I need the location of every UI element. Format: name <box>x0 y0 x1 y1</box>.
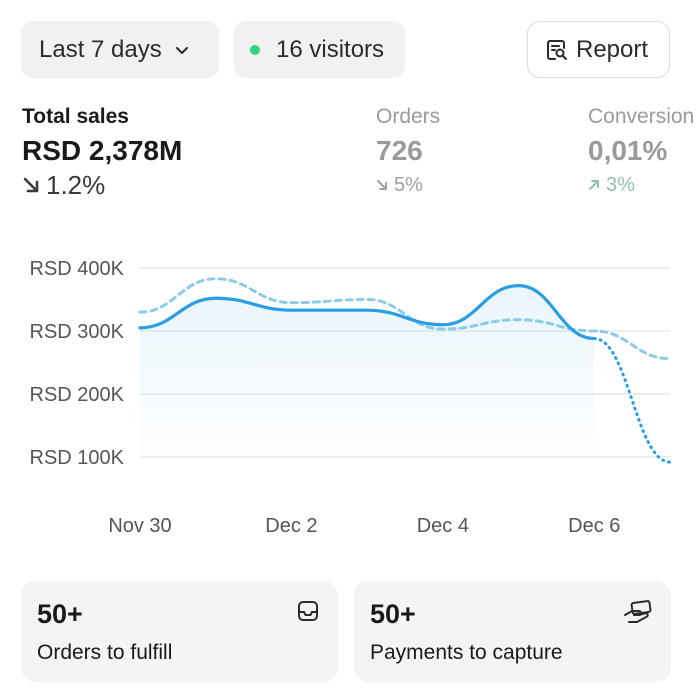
arrow-down-right-icon <box>377 180 387 190</box>
chart-area <box>140 285 595 457</box>
report-label: Report <box>576 35 649 63</box>
total-sales-label: Total sales <box>22 105 129 128</box>
y-tick-label: RSD 200K <box>30 384 125 406</box>
series-line-current <box>138 284 596 341</box>
orders-value: 726 <box>376 135 423 166</box>
date-range-label: Last 7 days <box>39 35 162 63</box>
orders-metric[interactable]: Orders 726 5% <box>376 104 440 201</box>
conversion-delta-value: 3% <box>606 174 635 196</box>
y-axis-ticks: RSD 100K RSD 200K RSD 300K RSD 400K <box>30 258 125 469</box>
payments-to-capture-count: 50+ <box>370 599 416 629</box>
chart-series <box>138 277 672 464</box>
orders-label: Orders <box>376 105 441 128</box>
total-sales-metric[interactable]: Total sales RSD 2,378M 1.2% <box>22 104 182 201</box>
total-sales-delta-value: 1.2% <box>46 170 106 200</box>
arrow-up-right-icon <box>589 180 599 190</box>
report-button[interactable]: Report <box>527 21 670 78</box>
conversion-label: Conversion <box>588 105 695 128</box>
series-area <box>140 285 595 457</box>
arrow-down-right-icon <box>23 177 39 193</box>
x-tick-label: Dec 4 <box>417 515 469 537</box>
date-range-selector[interactable]: Last 7 days <box>21 21 219 78</box>
orders-delta-value: 5% <box>394 174 423 196</box>
y-tick-label: RSD 400K <box>30 258 125 280</box>
chevron-down-icon <box>175 46 188 54</box>
orders-to-fulfill-count: 50+ <box>37 599 83 629</box>
cash-hand-icon <box>624 600 652 623</box>
orders-to-fulfill-label: Orders to fulfill <box>37 641 173 664</box>
series-line-projected <box>592 337 672 464</box>
payments-to-capture-card[interactable]: 50+ Payments to capture <box>354 581 671 682</box>
sales-line-chart: RSD 100K RSD 200K RSD 300K RSD 400K Nov 30 D… <box>30 258 672 537</box>
orders-delta: 5% <box>376 169 440 201</box>
orders-to-fulfill-card[interactable]: 50+ Orders to fulfill <box>21 581 338 682</box>
report-search-icon <box>547 39 567 60</box>
series-line-comparison <box>138 277 672 361</box>
conversion-metric[interactable]: Conversion 0,01% 3% <box>588 104 694 201</box>
total-sales-value: RSD 2,378M <box>22 135 183 166</box>
x-tick-label: Nov 30 <box>108 515 171 537</box>
payments-to-capture-label: Payments to capture <box>370 641 563 664</box>
x-tick-label: Dec 6 <box>568 515 620 537</box>
inbox-icon <box>298 601 318 621</box>
x-axis-ticks: Nov 30 Dec 2 Dec 4 Dec 6 <box>108 515 620 537</box>
x-tick-label: Dec 2 <box>265 515 317 537</box>
live-dot-icon <box>250 44 260 55</box>
conversion-delta: 3% <box>588 169 694 201</box>
live-visitors-button[interactable]: 16 visitors <box>234 21 405 78</box>
conversion-value: 0,01% <box>588 135 668 166</box>
visitors-label: 16 visitors <box>276 35 385 63</box>
y-tick-label: RSD 100K <box>30 447 125 469</box>
total-sales-delta: 1.2% <box>22 169 182 201</box>
y-tick-label: RSD 300K <box>30 321 125 343</box>
